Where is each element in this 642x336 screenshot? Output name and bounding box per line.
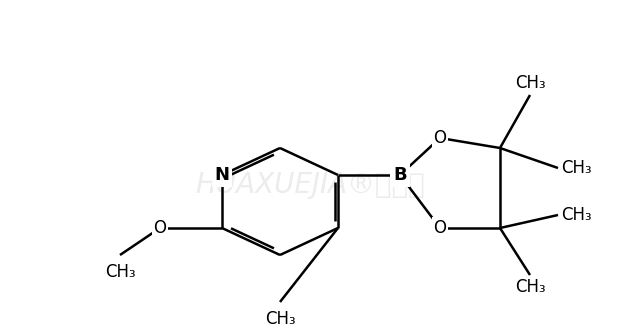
- Text: CH₃: CH₃: [561, 206, 592, 224]
- Text: CH₃: CH₃: [515, 278, 545, 296]
- Text: CH₃: CH₃: [265, 310, 295, 328]
- Text: O: O: [153, 219, 166, 237]
- Text: O: O: [433, 219, 446, 237]
- Text: N: N: [214, 166, 229, 184]
- Text: HUAXUEJIA®化学加: HUAXUEJIA®化学加: [195, 171, 425, 199]
- Text: B: B: [393, 166, 407, 184]
- Text: CH₃: CH₃: [561, 159, 592, 177]
- Text: O: O: [433, 129, 446, 147]
- Text: CH₃: CH₃: [105, 263, 135, 281]
- Text: CH₃: CH₃: [515, 74, 545, 92]
